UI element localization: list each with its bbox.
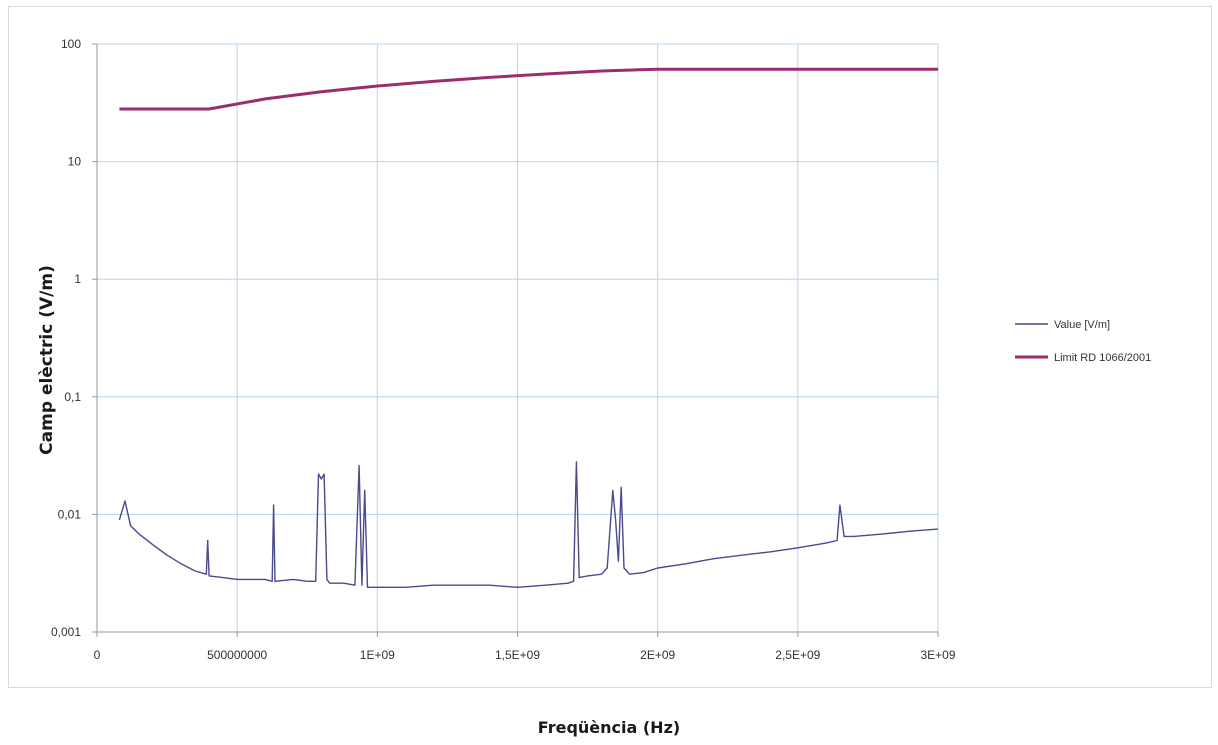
- series-line-limit: [119, 69, 938, 109]
- series-line-value: [119, 462, 938, 588]
- series-layer: [119, 69, 938, 587]
- x-tick-label: 0: [94, 648, 101, 662]
- x-tick-label: 500000000: [207, 648, 267, 662]
- y-tick-label: 0,01: [58, 507, 82, 521]
- y-tick-label: 100: [61, 37, 81, 51]
- x-tick-label: 2,5E+09: [775, 648, 820, 662]
- y-axis-label: Camp elèctric (V/m): [37, 265, 57, 455]
- y-tick-label: 0,001: [51, 625, 81, 639]
- legend-label-limit: Limit RD 1066/2001: [1054, 352, 1151, 364]
- grid-layer: [92, 44, 938, 637]
- tick-layer: 0 500000000 1E+09 1,5E+09 2E+09 2,5E+09 3E+09 1…: [51, 37, 956, 662]
- y-tick-label: 10: [68, 155, 82, 169]
- y-tick-label: 1: [74, 272, 81, 286]
- y-tick-label: 0,1: [64, 390, 81, 404]
- legend-label-value: Value [V/m]: [1054, 319, 1110, 331]
- x-axis-label: Freqüència (Hz): [0, 718, 1218, 737]
- x-tick-label: 1,5E+09: [495, 648, 540, 662]
- legend-layer: Value [V/m] Limit RD 1066/2001: [1015, 319, 1151, 364]
- x-tick-label: 1E+09: [360, 648, 395, 662]
- x-tick-label: 3E+09: [920, 648, 955, 662]
- x-tick-label: 2E+09: [640, 648, 675, 662]
